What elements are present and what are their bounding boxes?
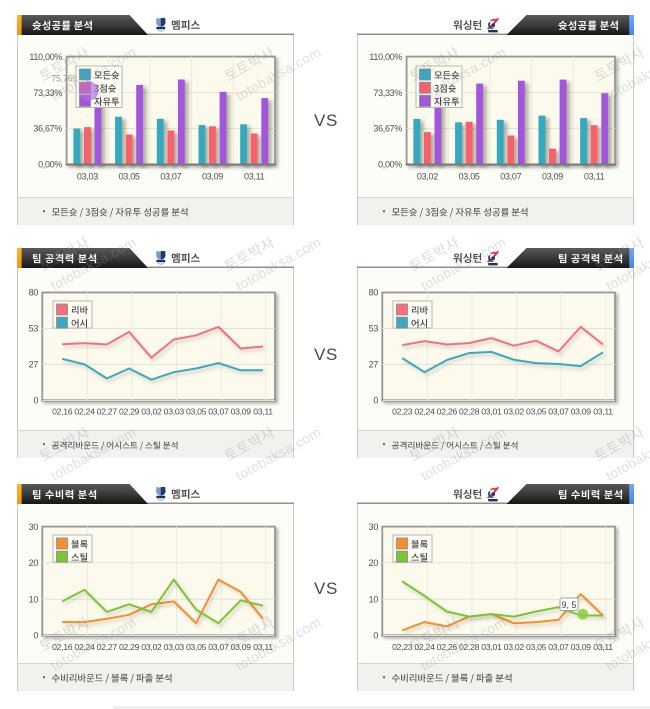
svg-text:9, 5: 9, 5 [562,600,577,610]
svg-text:03,07: 03,07 [548,642,569,652]
svg-text:73,33%: 73,33% [373,88,402,98]
svg-text:10: 10 [369,594,379,604]
svg-text:03,09: 03,09 [231,642,252,652]
svg-text:10: 10 [29,594,39,604]
svg-text:03,01: 03,01 [481,642,502,652]
svg-text:03,09: 03,09 [231,407,252,417]
svg-text:27: 27 [369,360,379,370]
svg-text:03,05: 03,05 [526,642,547,652]
svg-text:80: 80 [369,288,379,298]
svg-text:73,33%: 73,33% [33,88,62,98]
svg-text:0: 0 [373,396,378,406]
svg-text:03,11: 03,11 [593,642,613,652]
svg-text:02,24: 02,24 [414,407,435,417]
svg-text:03,11: 03,11 [253,407,273,417]
svg-text:30: 30 [29,522,39,532]
svg-text:03,05: 03,05 [526,407,547,417]
svg-text:20: 20 [369,558,379,568]
svg-text:03,05: 03,05 [186,407,207,417]
svg-text:03,09: 03,09 [571,642,592,652]
svg-text:02,29: 02,29 [119,407,140,417]
svg-text:53: 53 [29,324,39,334]
svg-text:0,00%: 0,00% [38,160,62,170]
svg-text:110,00%: 110,00% [369,52,402,62]
svg-text:03,09: 03,09 [202,172,223,182]
svg-text:02,24: 02,24 [74,642,95,652]
svg-text:20: 20 [29,558,39,568]
svg-text:03,01: 03,01 [481,407,502,417]
svg-text:02,23: 02,23 [392,407,413,417]
svg-text:03,09: 03,09 [571,407,592,417]
svg-text:02,16: 02,16 [52,407,73,417]
svg-text:02,24: 02,24 [414,642,435,652]
svg-text:02,16: 02,16 [52,642,73,652]
svg-text:02,27: 02,27 [97,407,118,417]
svg-text:03,07: 03,07 [500,172,521,182]
svg-text:03,03: 03,03 [77,172,98,182]
svg-text:02,24: 02,24 [74,407,95,417]
svg-text:02,26: 02,26 [437,407,458,417]
svg-text:03,02: 03,02 [141,407,162,417]
svg-text:03,02: 03,02 [417,172,438,182]
svg-text:02,29: 02,29 [119,642,140,652]
svg-text:0,00%: 0,00% [378,160,402,170]
svg-text:80: 80 [29,288,39,298]
svg-text:0: 0 [33,396,38,406]
svg-text:0: 0 [33,631,38,641]
svg-text:03,07: 03,07 [160,172,181,182]
svg-text:03,05: 03,05 [186,642,207,652]
svg-text:110,00%: 110,00% [29,52,62,62]
svg-text:03,07: 03,07 [208,642,229,652]
svg-text:03,11: 03,11 [253,642,273,652]
svg-text:03,02: 03,02 [504,407,525,417]
svg-text:02,27: 02,27 [97,642,118,652]
svg-text:03,05: 03,05 [119,172,140,182]
svg-text:03,03: 03,03 [164,407,185,417]
svg-text:03,05: 03,05 [459,172,480,182]
svg-text:03,11: 03,11 [584,172,605,182]
svg-text:02,28: 02,28 [459,642,480,652]
svg-text:27: 27 [29,360,39,370]
svg-text:03,07: 03,07 [548,407,569,417]
svg-text:36,67%: 36,67% [373,124,402,134]
svg-text:02,28: 02,28 [459,407,480,417]
svg-text:02,23: 02,23 [392,642,413,652]
svg-text:03,11: 03,11 [244,172,265,182]
svg-text:03,02: 03,02 [504,642,525,652]
svg-text:03,02: 03,02 [141,642,162,652]
svg-text:0: 0 [373,631,378,641]
svg-text:03,03: 03,03 [164,642,185,652]
svg-text:53: 53 [369,324,379,334]
svg-text:03,07: 03,07 [208,407,229,417]
svg-text:36,67%: 36,67% [33,124,62,134]
svg-text:02,26: 02,26 [437,642,458,652]
svg-text:30: 30 [369,522,379,532]
svg-text:03,11: 03,11 [593,407,613,417]
svg-text:03,09: 03,09 [542,172,563,182]
